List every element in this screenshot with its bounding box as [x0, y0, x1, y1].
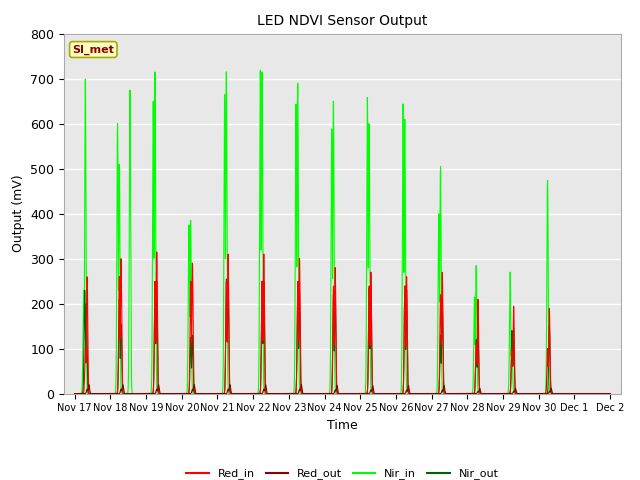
Title: LED NDVI Sensor Output: LED NDVI Sensor Output [257, 14, 428, 28]
Legend: Red_in, Red_out, Nir_in, Nir_out: Red_in, Red_out, Nir_in, Nir_out [182, 464, 503, 480]
Y-axis label: Output (mV): Output (mV) [12, 175, 25, 252]
X-axis label: Time: Time [327, 419, 358, 432]
Text: SI_met: SI_met [72, 44, 114, 55]
